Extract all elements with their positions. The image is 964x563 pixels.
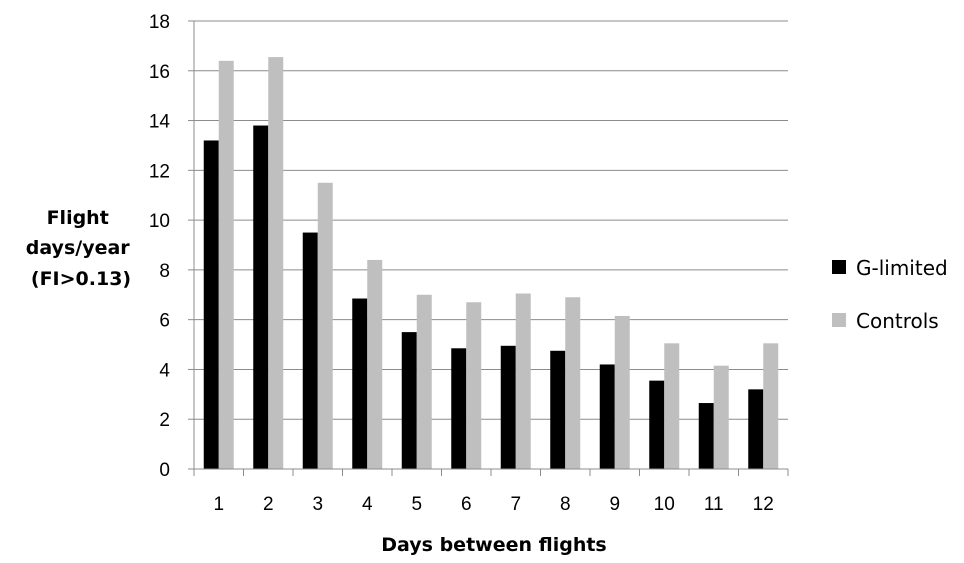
y-tick-label: 6 xyxy=(159,311,170,332)
x-tick-label: 6 xyxy=(461,494,472,515)
bar-controls-5 xyxy=(416,294,432,469)
bar-g-limited-7 xyxy=(500,345,516,469)
bars xyxy=(203,57,779,470)
x-tick-label: 8 xyxy=(560,494,571,515)
x-tick-label: 3 xyxy=(312,494,323,515)
bar-g-limited-8 xyxy=(550,350,566,469)
legend-label-controls: Controls xyxy=(856,309,939,333)
x-tick-label: 9 xyxy=(609,494,620,515)
y-tick-label: 2 xyxy=(159,410,170,431)
bar-g-limited-12 xyxy=(748,389,764,469)
y-axis-title-line-1: Flight xyxy=(47,207,109,229)
y-axis-title-line-2: days/year xyxy=(26,237,131,259)
bar-controls-7 xyxy=(515,293,531,469)
bar-g-limited-10 xyxy=(649,380,665,469)
bar-g-limited-4 xyxy=(352,298,368,469)
x-tick-label: 5 xyxy=(411,494,422,515)
y-axis-title-line-3: (FI>0.13) xyxy=(31,268,131,290)
x-tick-label: 1 xyxy=(213,494,224,515)
y-tick-label: 16 xyxy=(149,62,170,83)
bar-controls-12 xyxy=(763,343,779,469)
x-tick-label: 11 xyxy=(704,494,724,515)
bar-g-limited-1 xyxy=(203,140,219,469)
bar-controls-1 xyxy=(218,60,234,469)
gridlines xyxy=(188,20,788,470)
legend-swatch-controls xyxy=(832,313,846,327)
x-tick-label: 4 xyxy=(362,494,373,515)
bar-controls-11 xyxy=(713,365,729,469)
y-tick-label: 4 xyxy=(159,360,170,381)
bar-controls-6 xyxy=(466,302,482,469)
bar-g-limited-11 xyxy=(698,403,714,469)
x-tick-label: 12 xyxy=(753,494,774,515)
x-tick-label: 7 xyxy=(510,494,521,515)
bar-g-limited-6 xyxy=(451,348,467,469)
bar-controls-10 xyxy=(664,343,680,469)
y-tick-label: 14 xyxy=(149,112,171,133)
y-tick-label: 18 xyxy=(149,12,170,33)
y-axis-title: Flight days/year (FI>0.13) xyxy=(26,207,137,290)
x-tick-label: 10 xyxy=(654,494,675,515)
legend: G-limited Controls xyxy=(832,256,948,333)
x-tick-labels: 1 2 3 4 5 6 7 8 9 10 11 12 xyxy=(213,494,773,515)
bar-controls-2 xyxy=(268,57,284,469)
legend-label-g-limited: G-limited xyxy=(856,256,948,280)
y-tick-labels: 0 2 4 6 8 10 12 14 16 18 xyxy=(149,12,171,481)
bar-g-limited-2 xyxy=(253,125,269,470)
bar-g-limited-9 xyxy=(599,364,615,469)
axes xyxy=(193,21,789,476)
bar-g-limited-5 xyxy=(401,332,417,469)
y-tick-label: 12 xyxy=(149,161,170,182)
x-axis-title: Days between flights xyxy=(381,534,606,556)
y-tick-label: 10 xyxy=(149,211,170,232)
bar-g-limited-3 xyxy=(302,232,318,469)
x-tick-label: 2 xyxy=(263,494,274,515)
y-tick-label: 0 xyxy=(159,460,170,481)
bar-controls-8 xyxy=(565,297,581,469)
bar-controls-4 xyxy=(367,259,383,469)
bar-controls-3 xyxy=(317,182,333,469)
bar-controls-9 xyxy=(614,315,630,469)
y-tick-label: 8 xyxy=(159,261,170,282)
legend-swatch-g-limited xyxy=(832,260,846,274)
